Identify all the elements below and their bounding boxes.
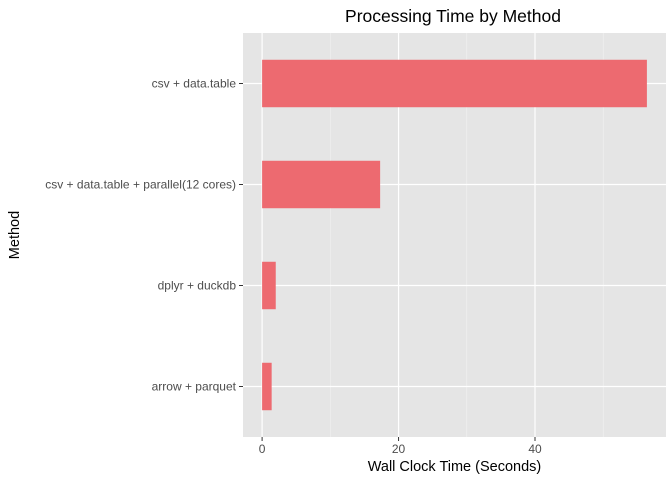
y-tick-label: csv + data.table [152,77,237,91]
bar [262,160,381,209]
x-axis-title: Wall Clock Time (Seconds) [368,459,542,475]
bars [262,59,647,411]
x-tick-label: 40 [528,442,542,456]
x-axis-ticks: 0 20 40 [259,437,542,456]
y-tick-label: dplyr + duckdb [158,279,237,293]
y-tick-label: arrow + parquet [152,380,237,394]
y-axis-ticks: csv + data.table csv + data.table + paral… [45,77,243,394]
chart-title: Processing Time by Method [345,6,561,26]
y-tick-label: csv + data.table + parallel(12 cores) [45,178,236,192]
y-axis-title: Method [7,211,23,259]
bar [262,362,272,411]
x-tick-label: 0 [259,442,266,456]
bar [262,261,276,310]
bar [262,59,647,108]
x-tick-label: 20 [392,442,406,456]
